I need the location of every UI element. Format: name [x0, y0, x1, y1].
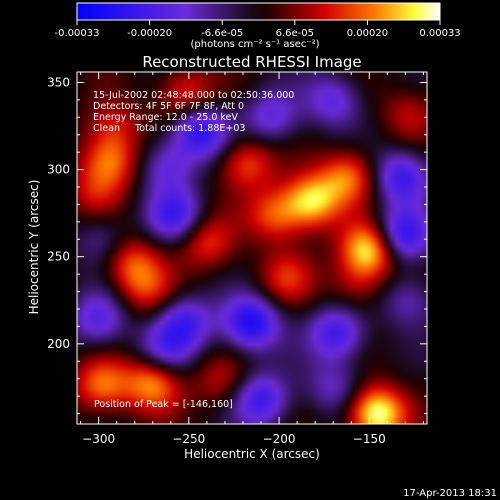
y-tick-label: 300 — [47, 163, 70, 177]
y-axis-ticks — [77, 81, 427, 415]
heatmap-image — [77, 72, 427, 424]
colorbar-tick-label: -0.00020 — [127, 28, 172, 39]
x-tick-label: −250 — [172, 432, 205, 446]
timestamp: 17-Apr-2013 18:31 — [403, 488, 497, 499]
x-axis-tick-labels: −300 −250 −200 −150 — [82, 432, 386, 446]
colorbar-ticks — [76, 20, 441, 25]
colorbar: -0.00033 -0.00020 -6.6e-05 6.6e-05 0.00020 0.… — [55, 2, 461, 50]
info-time-range: 15-Jul-2002 02:48:48.000 to 02:50:36.000 — [93, 90, 294, 101]
y-axis-tick-labels: 200 250 300 350 — [47, 75, 70, 350]
info-block: 15-Jul-2002 02:48:48.000 to 02:50:36.000… — [93, 90, 294, 410]
colorbar-tick-label: 0.00020 — [347, 28, 388, 39]
heatmap-raster — [77, 72, 427, 424]
x-tick-label: −150 — [353, 432, 386, 446]
y-tick-label: 250 — [47, 250, 70, 264]
colorbar-tick-label: -0.00033 — [55, 28, 100, 39]
info-detectors: Detectors: 4F 5F 6F 7F 8F, Att 0 — [93, 101, 244, 112]
colorbar-tick-label: -6.6e-05 — [201, 28, 243, 39]
colorbar-gradient — [76, 2, 441, 21]
colorbar-tick-label: 0.00033 — [419, 28, 460, 39]
x-axis-label: Heliocentric X (arcsec) — [184, 447, 320, 461]
x-axis-ticks — [80, 72, 424, 424]
info-peak-position: Position of Peak = [-146,160] — [94, 399, 233, 410]
chart-title: Reconstructed RHESSI Image — [142, 53, 361, 71]
x-tick-label: −200 — [263, 432, 296, 446]
info-energy: Energy Range: 12.0 - 25.0 keV — [93, 112, 238, 123]
info-method: Clean Total counts: 1.88E+03 — [93, 123, 245, 134]
x-tick-label: −300 — [82, 432, 115, 446]
plot-frame — [76, 71, 428, 425]
y-tick-label: 350 — [47, 75, 70, 89]
y-tick-label: 200 — [47, 337, 70, 351]
y-axis-label: Heliocentric Y (arcsec) — [27, 180, 41, 315]
colorbar-tick-labels: -0.00033 -0.00020 -6.6e-05 6.6e-05 0.00020 0.… — [55, 28, 461, 39]
colorbar-tick-label: 6.6e-05 — [276, 28, 314, 39]
colorbar-unit-label: (photons cm⁻² s⁻¹ asec⁻²) — [190, 39, 319, 50]
